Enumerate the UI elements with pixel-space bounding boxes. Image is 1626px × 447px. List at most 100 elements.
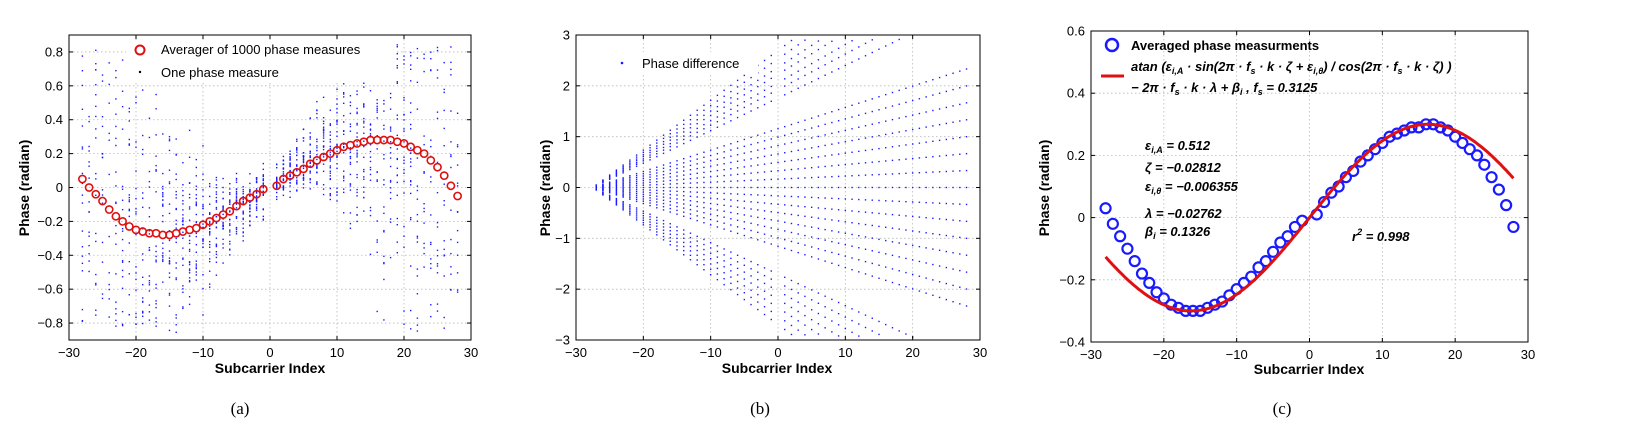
- b-phase-dot: [689, 173, 692, 175]
- b-phase-dot: [723, 174, 725, 177]
- b-phase-dot: [642, 224, 645, 226]
- b-legend-box: [598, 52, 758, 74]
- a-phase-dot: [356, 156, 358, 158]
- a-phase-dot: [209, 222, 211, 224]
- a-phase-dot: [249, 205, 251, 207]
- a-phase-dot: [349, 101, 352, 103]
- b-phase-dot: [649, 154, 651, 156]
- b-phase-dot: [864, 174, 867, 176]
- b-phase-dot: [932, 217, 934, 220]
- b-phase-dot: [871, 123, 873, 125]
- b-phase-dot: [885, 45, 887, 47]
- a-phase-dot: [209, 232, 211, 234]
- a-phase-dot: [410, 128, 412, 130]
- a-phase-dot: [115, 144, 117, 147]
- b-phase-dot: [683, 190, 685, 193]
- a-phase-dot: [255, 203, 258, 206]
- b-phase-dot: [770, 211, 772, 213]
- a-phase-dot: [128, 208, 130, 211]
- b-phase-dot: [662, 152, 665, 155]
- a-phase-dot: [188, 280, 191, 282]
- b-phase-dot: [696, 215, 698, 217]
- a-phase-dot: [229, 200, 231, 202]
- a-avg-point: [433, 162, 442, 172]
- b-phase-dot: [911, 259, 914, 261]
- a-phase-dot: [242, 240, 244, 242]
- b-phase-dot: [635, 188, 638, 191]
- a-phase-dot: [142, 259, 144, 261]
- a-phase-dot: [302, 160, 305, 163]
- b-phase-dot: [965, 136, 968, 138]
- panel-c: −30 −20 −10 0 10 20 30−0.4−0.200.20.40.6 Avera…: [1036, 24, 1535, 419]
- b-phase-dot: [743, 207, 746, 209]
- a-phase-dot: [276, 196, 278, 198]
- b-phase-dot: [689, 217, 692, 220]
- b-phase-dot: [649, 144, 651, 146]
- c-avg-point: [1252, 261, 1265, 274]
- b-phase-dot: [723, 254, 725, 256]
- b-phase-dot: [709, 257, 712, 260]
- a-ticks: −30 −20 −10 0 10 20 30−0.8−0.6−0.4−0.200.20.40…: [37, 35, 478, 360]
- b-phase-dot: [689, 245, 692, 248]
- b-phase-dot: [932, 233, 934, 235]
- a-phase-dot: [128, 120, 130, 122]
- b-phase-dot: [918, 142, 921, 144]
- b-phase-dot: [709, 247, 712, 249]
- b-phase-dot: [683, 245, 685, 248]
- b-phase-dot: [723, 180, 725, 183]
- b-phase-dot: [723, 204, 725, 207]
- a-phase-dot: [81, 55, 84, 57]
- a-avg-point: [205, 216, 215, 226]
- b-phase-dot: [810, 256, 813, 258]
- a-phase-dot: [363, 196, 365, 199]
- b-phase-dot: [703, 123, 705, 126]
- a-phase-dot: [296, 140, 298, 142]
- b-phase-dot: [797, 233, 799, 235]
- a-phase-dot: [322, 193, 325, 196]
- b-phase-dot: [662, 186, 665, 189]
- b-phase-dot: [757, 301, 759, 303]
- a-phase-dot: [195, 203, 197, 205]
- b-phase-dot: [777, 178, 779, 180]
- b-phase-dot: [649, 218, 651, 221]
- b-phase-dot: [649, 194, 651, 196]
- a-phase-dot: [182, 219, 184, 222]
- b-phase-dot: [878, 121, 880, 124]
- a-phase-dot: [202, 173, 204, 175]
- a-phase-dot: [121, 90, 124, 92]
- a-phase-dot: [343, 91, 345, 94]
- b-phase-dot: [743, 234, 746, 237]
- y-tick-label: 0.2: [1067, 148, 1085, 163]
- b-phase-dot: [696, 210, 698, 212]
- b-phase-dot: [615, 183, 618, 185]
- b-phase-dot: [918, 245, 921, 248]
- a-phase-dot: [322, 184, 325, 186]
- b-phase-dot: [750, 303, 752, 306]
- b-phase-dot: [750, 150, 752, 153]
- b-phase-dot: [689, 135, 692, 137]
- a-phase-dot: [128, 260, 130, 263]
- b-phase-dot: [797, 242, 799, 245]
- b-phase-dot: [716, 94, 719, 97]
- b-phase-dot: [898, 38, 900, 41]
- a-phase-dot: [222, 223, 224, 225]
- a-phase-dot: [430, 243, 432, 246]
- b-phase-dot: [750, 186, 752, 189]
- a-phase-dot: [276, 176, 278, 179]
- a-phase-dot: [142, 153, 144, 155]
- b-phase-dot: [709, 114, 712, 117]
- a-phase-dot: [336, 143, 338, 146]
- b-phase-dot: [864, 55, 867, 57]
- a-phase-dot: [343, 146, 345, 149]
- b-phase-dot: [898, 159, 900, 161]
- a-phase-dot: [356, 140, 358, 143]
- a-phase-dot: [456, 185, 459, 187]
- b-phase-dot: [905, 229, 907, 231]
- b-phase-dot: [716, 262, 719, 264]
- a-phase-dot: [242, 210, 244, 212]
- b-phase-dot: [656, 201, 658, 203]
- a-phase-dot: [188, 219, 191, 221]
- b-phase-dot: [723, 106, 725, 108]
- b-phase-dot: [810, 127, 813, 129]
- a-phase-dot: [356, 124, 358, 126]
